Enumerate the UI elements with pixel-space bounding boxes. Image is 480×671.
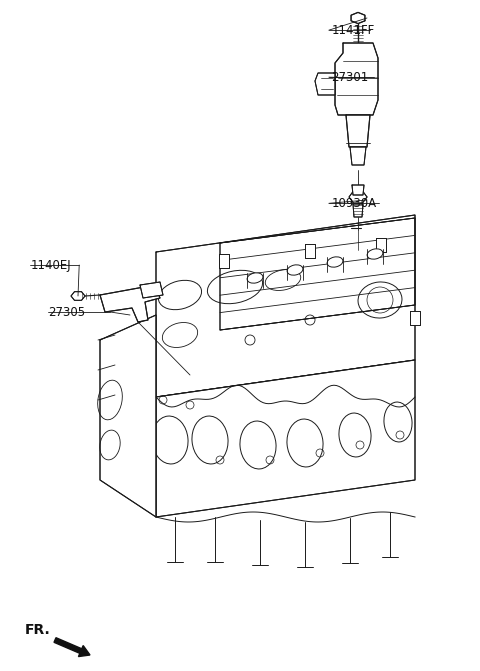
- Text: 27301: 27301: [331, 70, 369, 84]
- Polygon shape: [351, 12, 365, 23]
- Text: 27305: 27305: [48, 305, 85, 319]
- Polygon shape: [305, 244, 315, 258]
- Polygon shape: [410, 311, 420, 325]
- FancyArrow shape: [54, 637, 90, 657]
- Polygon shape: [71, 292, 85, 301]
- Text: 1141FF: 1141FF: [331, 23, 374, 37]
- Text: 1140EJ: 1140EJ: [30, 258, 71, 272]
- Polygon shape: [315, 73, 335, 95]
- Polygon shape: [100, 315, 156, 517]
- Polygon shape: [346, 115, 370, 147]
- Polygon shape: [335, 43, 378, 115]
- Polygon shape: [352, 185, 364, 195]
- Ellipse shape: [367, 249, 383, 259]
- Polygon shape: [156, 215, 415, 397]
- Polygon shape: [376, 238, 386, 252]
- Text: 10930A: 10930A: [331, 197, 376, 210]
- Polygon shape: [140, 282, 163, 298]
- Polygon shape: [350, 147, 366, 165]
- Polygon shape: [156, 360, 415, 517]
- Text: FR.: FR.: [25, 623, 51, 637]
- Polygon shape: [100, 285, 160, 322]
- Polygon shape: [349, 191, 367, 203]
- Ellipse shape: [247, 273, 263, 283]
- Polygon shape: [219, 254, 229, 268]
- Ellipse shape: [327, 257, 343, 267]
- Polygon shape: [353, 204, 363, 217]
- Ellipse shape: [287, 265, 303, 275]
